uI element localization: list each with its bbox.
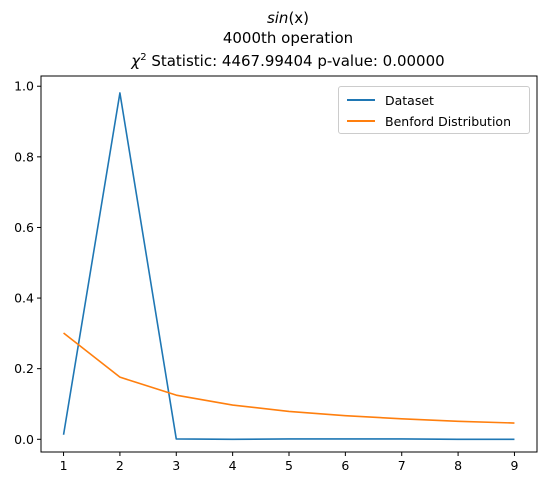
series-layer xyxy=(62,92,515,441)
x-tick-label: 2 xyxy=(116,458,124,473)
x-tick-label: 7 xyxy=(398,458,406,473)
x-tick-label: 1 xyxy=(60,458,68,473)
y-tick-label: 1.0 xyxy=(14,79,34,94)
x-axis: 1 2 3 4 5 6 7 8 9 xyxy=(60,452,518,473)
title-statistic: χ2 Statistic: 4467.99404 p-value: 0.0000… xyxy=(131,52,445,70)
title-function: sin(x) xyxy=(266,9,310,27)
series-line-benford xyxy=(63,332,515,424)
legend-label-dataset: Dataset xyxy=(385,92,434,108)
x-tick-label: 3 xyxy=(172,458,180,473)
series-line-dataset xyxy=(62,92,515,441)
legend-item-dataset: Dataset xyxy=(347,91,434,109)
y-tick-label: 0.8 xyxy=(14,149,34,164)
x-tick-label: 8 xyxy=(454,458,462,473)
x-tick-label: 4 xyxy=(229,458,237,473)
x-tick-label: 9 xyxy=(510,458,518,473)
y-tick-label: 0.2 xyxy=(14,361,34,376)
x-tick-label: 5 xyxy=(285,458,293,473)
y-tick-label: 0.4 xyxy=(14,291,34,306)
chart-title: sin(x) 4000th operation χ2 Statistic: 44… xyxy=(0,8,547,71)
legend: Dataset Benford Distribution xyxy=(338,86,530,134)
x-tick-label: 6 xyxy=(341,458,349,473)
legend-item-benford: Benford Distribution xyxy=(347,112,511,130)
y-axis: 0.0 0.2 0.4 0.6 0.8 1.0 xyxy=(14,79,41,447)
legend-swatch-dataset xyxy=(347,99,375,101)
y-tick-label: 0.6 xyxy=(14,220,34,235)
y-tick-label: 0.0 xyxy=(14,432,34,447)
title-operation: 4000th operation xyxy=(222,29,354,47)
legend-swatch-benford xyxy=(347,120,375,122)
legend-label-benford: Benford Distribution xyxy=(385,113,511,129)
